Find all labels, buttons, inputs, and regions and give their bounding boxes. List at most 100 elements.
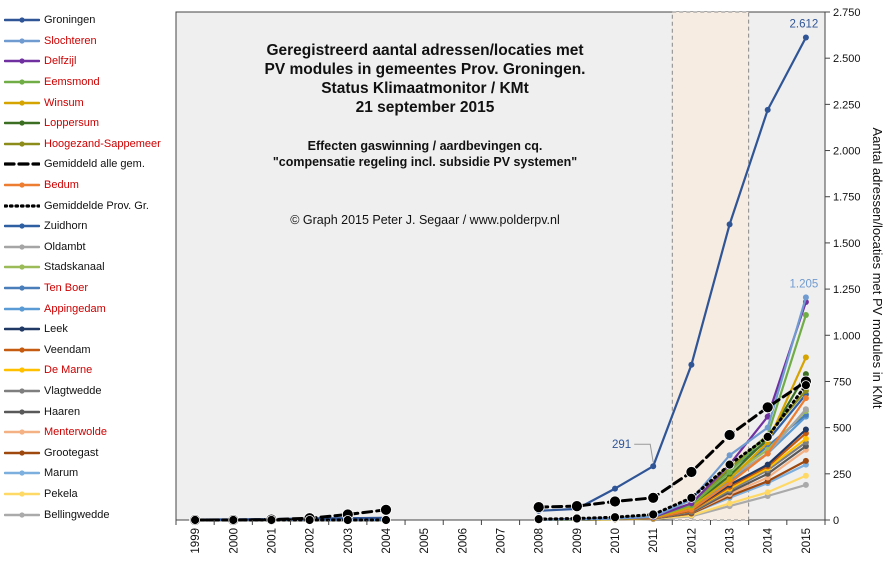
data-point bbox=[380, 503, 392, 516]
legend-label: Grootegast bbox=[44, 446, 99, 459]
legend-item: Zuidhorn bbox=[0, 216, 175, 237]
x-tick-label: 2000 bbox=[228, 528, 240, 554]
data-point bbox=[648, 509, 659, 520]
legend-item: Gemiddeld alle gem. bbox=[0, 154, 175, 175]
data-point bbox=[726, 476, 733, 483]
legend-swatch bbox=[4, 429, 40, 435]
legend-item: Delfzijl bbox=[0, 51, 175, 72]
data-point bbox=[764, 489, 771, 496]
data-point bbox=[304, 515, 315, 525]
chart-subtitle-line-2: "compensatie regeling incl. subsidie PV … bbox=[273, 155, 577, 169]
legend-label: Oldambt bbox=[44, 240, 86, 253]
y-tick-label: 1.000 bbox=[833, 330, 861, 342]
legend-item: Gemiddelde Prov. Gr. bbox=[0, 195, 175, 216]
data-point bbox=[764, 450, 771, 457]
annotation-leader bbox=[634, 443, 654, 463]
legend-item: Winsum bbox=[0, 92, 175, 113]
legend-item: Pekela bbox=[0, 484, 175, 505]
legend-item: Loppersum bbox=[0, 113, 175, 134]
data-point bbox=[650, 463, 657, 470]
data-point bbox=[685, 466, 698, 478]
legend-label: Gemiddelde Prov. Gr. bbox=[44, 199, 149, 212]
data-point bbox=[726, 469, 733, 475]
legend-swatch bbox=[4, 38, 40, 44]
data-point bbox=[764, 413, 771, 420]
legend-label: Bedum bbox=[44, 179, 79, 192]
legend-label: De Marne bbox=[44, 364, 93, 377]
legend-swatch bbox=[4, 58, 40, 65]
legend-item: Vlagtwedde bbox=[0, 381, 175, 402]
annotation-label: 291 bbox=[612, 439, 631, 451]
series-line bbox=[537, 380, 808, 509]
data-point bbox=[342, 515, 353, 525]
x-tick-label: 2006 bbox=[457, 528, 469, 554]
legend-swatch bbox=[4, 100, 40, 106]
data-point bbox=[228, 515, 239, 525]
legend-item: Leek bbox=[0, 319, 175, 340]
highlight-band-2012-2013 bbox=[671, 11, 750, 521]
legend-label: Pekela bbox=[44, 487, 78, 500]
legend-item: Bedum bbox=[0, 175, 175, 196]
data-point bbox=[612, 485, 618, 492]
data-point bbox=[802, 406, 809, 413]
y-axis-label: Aantal adressen/locaties met PV modules … bbox=[870, 127, 885, 408]
legend-label: Vlagtwedde bbox=[44, 384, 102, 397]
chart-title-line-1: Geregistreerd aantal adressen/locaties m… bbox=[266, 42, 583, 59]
data-point bbox=[266, 515, 277, 525]
legend-label: Delfzijl bbox=[44, 55, 77, 68]
legend-item: Appingedam bbox=[0, 298, 175, 319]
legend-swatch bbox=[4, 79, 40, 85]
legend-label: Gemiddeld alle gem. bbox=[44, 158, 145, 171]
data-point bbox=[533, 514, 544, 524]
annotation-label: 2.612 bbox=[790, 18, 819, 30]
data-point bbox=[610, 512, 620, 523]
data-point bbox=[802, 481, 809, 488]
data-point bbox=[726, 500, 733, 507]
legend-swatch bbox=[4, 264, 40, 271]
legend-swatch bbox=[4, 326, 40, 332]
legend-item: De Marne bbox=[0, 360, 175, 381]
legend-item: Haaren bbox=[0, 401, 175, 422]
legend-label: Haaren bbox=[44, 405, 81, 418]
data-point bbox=[802, 457, 809, 464]
data-point bbox=[686, 492, 697, 503]
x-tick-label: 2007 bbox=[496, 528, 508, 554]
chart-credit: © Graph 2015 Peter J. Segaar / www.polde… bbox=[290, 213, 560, 227]
x-tick-label: 2013 bbox=[725, 528, 737, 554]
data-point bbox=[723, 429, 736, 441]
y-tick-label: 750 bbox=[833, 376, 851, 388]
data-point bbox=[761, 401, 774, 414]
data-point bbox=[802, 34, 809, 41]
data-point bbox=[726, 221, 733, 228]
y-tick-label: 1.500 bbox=[833, 238, 861, 250]
y-tick-label: 2.250 bbox=[833, 99, 861, 111]
data-point bbox=[762, 431, 773, 442]
legend-label: Slochteren bbox=[44, 34, 97, 47]
data-point bbox=[572, 513, 582, 524]
legend-swatch bbox=[4, 408, 40, 415]
legend-swatch bbox=[4, 223, 40, 229]
legend-item: Stadskanaal bbox=[0, 257, 175, 278]
legend-label: Winsum bbox=[44, 96, 84, 109]
x-tick-label: 2004 bbox=[381, 527, 393, 553]
y-tick-label: 1.750 bbox=[833, 192, 861, 204]
x-tick-label: 2005 bbox=[419, 528, 431, 554]
data-point bbox=[571, 500, 583, 513]
legend-item: Grootegast bbox=[0, 442, 175, 463]
data-point bbox=[801, 380, 811, 391]
data-point bbox=[532, 501, 545, 514]
y-tick-label: 2.500 bbox=[833, 53, 861, 65]
y-tick-label: 2.750 bbox=[833, 7, 861, 19]
x-tick-label: 2003 bbox=[343, 528, 355, 554]
x-tick-label: 2010 bbox=[610, 528, 622, 554]
x-tick-label: 2014 bbox=[763, 527, 775, 553]
legend-swatch bbox=[4, 17, 40, 23]
legend-swatch bbox=[4, 162, 40, 167]
legend-swatch bbox=[4, 204, 40, 208]
annotation-label: 1.205 bbox=[790, 278, 819, 290]
data-point bbox=[726, 452, 733, 459]
legend-swatch bbox=[4, 470, 40, 476]
legend-label: Appingedam bbox=[44, 302, 106, 315]
x-tick-label: 2008 bbox=[534, 528, 546, 554]
legend-item: Slochteren bbox=[0, 31, 175, 52]
